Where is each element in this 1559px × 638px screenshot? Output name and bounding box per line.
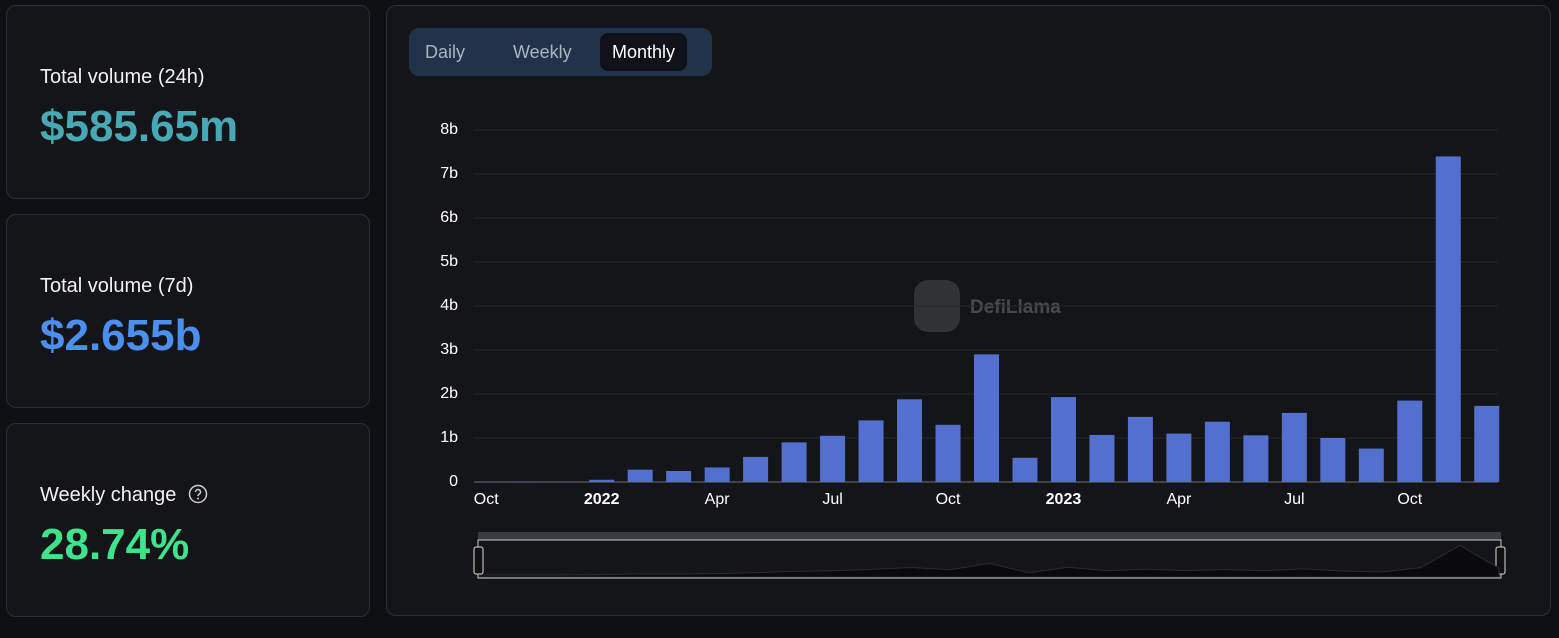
- x-tick-label: Oct: [1397, 491, 1422, 508]
- stat-value: $585.65m: [40, 102, 239, 151]
- bar: [666, 471, 692, 482]
- slider-track: [478, 532, 1501, 540]
- x-tick-label: Jul: [1284, 491, 1304, 508]
- bar: [781, 442, 807, 482]
- stat-title: Total volume (24h): [40, 66, 205, 88]
- bar: [1320, 438, 1346, 482]
- y-tick-label: 5b: [440, 253, 458, 270]
- bar: [1435, 156, 1461, 482]
- y-tick-label: 3b: [440, 341, 458, 358]
- bar: [1089, 434, 1115, 482]
- y-tick-label: 7b: [440, 165, 458, 182]
- x-tick-label: Apr: [705, 491, 731, 508]
- bar: [820, 435, 846, 482]
- x-tick-label: Jul: [822, 491, 842, 508]
- bar: [1397, 400, 1423, 482]
- x-tick-label: 2022: [584, 491, 620, 508]
- tab[interactable]: Weekly: [513, 42, 572, 62]
- stat-card: Total volume (24h) $585.65m: [6, 5, 370, 199]
- x-tick-label: Oct: [936, 491, 961, 508]
- stat-title-text: Weekly change: [40, 484, 177, 506]
- y-tick-label: 1b: [440, 429, 458, 446]
- bar: [858, 420, 884, 482]
- bar: [704, 467, 730, 482]
- bar: [1474, 405, 1500, 482]
- bar: [1281, 412, 1307, 482]
- tab[interactable]: Monthly: [600, 33, 688, 71]
- bar: [1050, 397, 1076, 482]
- y-tick-label: 8b: [440, 121, 458, 138]
- stat-value: 28.74%: [40, 520, 190, 569]
- watermark-text: DefiLlama: [970, 297, 1061, 318]
- y-tick-label: 2b: [440, 385, 458, 402]
- x-tick-label: Apr: [1166, 491, 1192, 508]
- bar: [897, 399, 923, 482]
- help-icon[interactable]: [188, 484, 208, 504]
- bar: [974, 354, 999, 482]
- stat-card: Total volume (7d) $2.655b: [6, 214, 370, 408]
- bar: [1358, 448, 1384, 482]
- stat-card: Weekly change 28.74%: [6, 423, 370, 617]
- stat-title: Total volume (7d): [40, 275, 194, 297]
- bar: [1243, 435, 1269, 482]
- tab[interactable]: Daily: [425, 42, 466, 62]
- chart-panel: Daily Weekly Monthly: [386, 5, 1551, 616]
- tab-bar: Daily Weekly Monthly: [409, 28, 712, 76]
- bar: [1127, 416, 1153, 482]
- bar: [1204, 421, 1230, 482]
- y-tick-label: 4b: [440, 297, 458, 314]
- slider-handle[interactable]: [473, 546, 484, 575]
- overview-line: [479, 544, 1500, 578]
- y-tick-label: 0: [449, 473, 458, 490]
- bar: [1012, 457, 1038, 482]
- bar: [1166, 433, 1192, 482]
- bar: [627, 469, 653, 482]
- x-tick-label: 2023: [1046, 491, 1082, 508]
- stat-title: Weekly change: [40, 484, 208, 507]
- bar: [935, 424, 961, 482]
- x-tick-label: Oct: [474, 491, 499, 508]
- bar: [589, 479, 615, 482]
- stat-value: $2.655b: [40, 311, 202, 360]
- y-tick-label: 6b: [440, 209, 458, 226]
- bar: [743, 456, 769, 482]
